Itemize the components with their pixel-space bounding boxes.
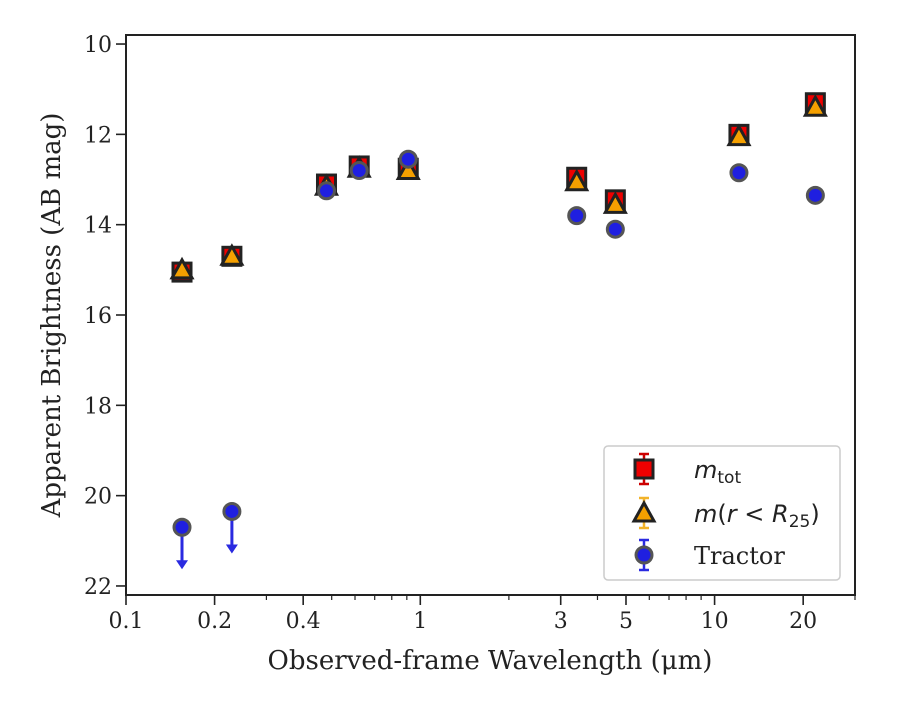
x-tick-label: 3 [554,609,568,634]
x-tick-label: 5 [619,609,633,634]
upper-limit-arrowhead [225,544,238,554]
data-point-circle [805,185,825,205]
legend-entry-label: Tractor [694,542,785,570]
y-tick-label: 18 [84,394,112,419]
legend-entry-label: mtot [694,456,741,488]
legend-marker-triangle [631,499,657,523]
data-point-triangle [219,243,245,266]
data-point-triangle [726,123,752,147]
data-point-triangle [395,157,421,180]
data-point-circle [398,149,418,169]
x-tick-label: 10 [701,609,729,634]
x-tick-label: 0.2 [197,609,232,634]
y-tick-label: 10 [84,33,112,58]
y-tick-label: 12 [84,123,112,148]
data-point-triangle [802,94,828,117]
legend: mtot m(r < R25) Tractor [603,445,841,581]
axis-ticks: 0.1 0.2 0.4 1 3 5 10 20 10 12 14 16 18 20 22 [84,33,856,634]
upper-limit-arrowhead [176,560,189,570]
x-tick-label: 0.1 [109,609,144,634]
plot-frame [125,34,856,596]
data-point-circle [222,501,242,521]
data-point-circle [605,219,625,239]
legend-box [603,445,841,581]
x-tick-label: 1 [413,609,427,634]
data-point-triangle [169,256,195,280]
data-marks [169,92,828,537]
y-axis-title: Apparent Brightness (AB mag) [37,113,67,519]
y-tick-label: 14 [84,214,112,239]
y-tick-label: 22 [84,575,112,600]
data-point-circle [567,206,587,226]
data-point-circle [316,181,336,201]
y-tick-label: 16 [84,304,112,329]
x-axis-title: Observed-frame Wavelength (μm) [268,646,713,676]
y-tick-label: 20 [84,485,112,510]
legend-entry-label: m(r < R25) [694,500,820,532]
legend-marker-square [633,458,655,480]
x-tick-label: 0.4 [286,609,321,634]
data-point-triangle [564,168,590,192]
x-tick-label: 20 [789,609,817,634]
data-point-circle [729,163,749,183]
legend-marker-circle [634,545,654,565]
data-point-triangle [602,191,628,214]
data-point-circle [172,517,192,537]
data-point-circle [349,160,369,180]
